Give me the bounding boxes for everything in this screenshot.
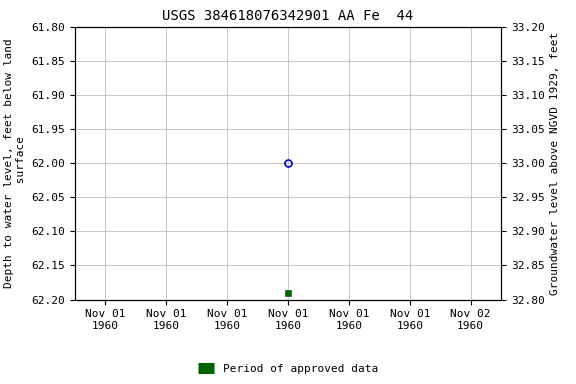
Title: USGS 384618076342901 AA Fe  44: USGS 384618076342901 AA Fe 44 — [162, 9, 414, 23]
Y-axis label: Depth to water level, feet below land
 surface: Depth to water level, feet below land su… — [4, 38, 26, 288]
Y-axis label: Groundwater level above NGVD 1929, feet: Groundwater level above NGVD 1929, feet — [550, 31, 560, 295]
Legend: Period of approved data: Period of approved data — [193, 359, 383, 379]
